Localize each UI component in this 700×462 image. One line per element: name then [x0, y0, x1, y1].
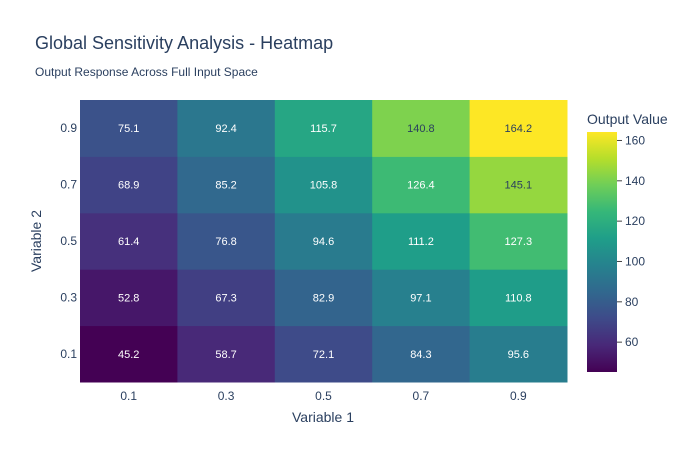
heatmap-cell — [80, 212, 178, 270]
colorbar-title: Output Value — [587, 111, 668, 127]
cell-value-label: 110.8 — [505, 292, 532, 304]
heatmap-cell — [372, 156, 471, 214]
heatmap-cell — [80, 269, 178, 327]
heatmap-cell — [274, 156, 373, 214]
y-axis-ticks: 0.1 0.3 0.5 0.7 0.9 — [60, 121, 77, 361]
colorbar-tick-label: 120 — [625, 214, 645, 228]
colorbar-tick-label: 160 — [625, 133, 645, 147]
x-tick-label: 0.1 — [120, 389, 137, 403]
heatmap-cell — [372, 212, 471, 270]
heatmap-cell — [177, 269, 276, 327]
x-axis-ticks: 0.1 0.3 0.5 0.7 0.9 — [120, 389, 527, 403]
heatmap-cell — [372, 269, 471, 327]
x-tick-label: 0.7 — [413, 389, 430, 403]
cell-value-label: 75.1 — [118, 123, 139, 135]
cell-value-label: 72.1 — [313, 349, 334, 361]
cell-value-label: 164.2 — [505, 123, 533, 135]
cell-value-label: 127.3 — [505, 236, 533, 248]
x-tick-label: 0.9 — [510, 389, 527, 403]
heatmap-cell — [177, 212, 276, 270]
y-tick-label: 0.3 — [60, 290, 77, 304]
y-tick-label: 0.9 — [60, 121, 77, 135]
heatmap-cell — [80, 156, 178, 214]
cell-value-label: 85.2 — [215, 180, 236, 192]
x-axis-label: Variable 1 — [292, 409, 354, 425]
heatmap-cell — [469, 325, 568, 383]
cell-value-label: 97.1 — [410, 292, 431, 304]
cell-value-label: 58.7 — [215, 349, 236, 361]
heatmap-cell — [177, 100, 276, 157]
cell-value-label: 82.9 — [313, 292, 334, 304]
cell-value-label: 84.3 — [410, 349, 431, 361]
y-tick-label: 0.1 — [60, 347, 77, 361]
heatmap-cell — [274, 100, 373, 157]
cell-value-label: 145.1 — [505, 180, 533, 192]
heatmap-cell — [274, 325, 373, 383]
heatmap-cell — [274, 212, 373, 270]
colorbar-ticks: 60 80 100 120 140 160 — [617, 133, 645, 349]
heatmap-cell — [469, 156, 568, 214]
cell-value-label: 76.8 — [215, 236, 236, 248]
heatmap-cell — [469, 269, 568, 327]
cell-value-label: 94.6 — [313, 236, 334, 248]
cell-value-label: 105.8 — [310, 180, 338, 192]
heatmap-cell — [80, 100, 178, 157]
y-tick-label: 0.7 — [60, 178, 77, 192]
cell-value-label: 126.4 — [407, 180, 435, 192]
colorbar-tick-label: 60 — [625, 335, 639, 349]
chart-title: Global Sensitivity Analysis - Heatmap — [35, 33, 334, 53]
y-axis-label: Variable 2 — [28, 210, 44, 272]
heatmap-cell — [274, 269, 373, 327]
x-tick-label: 0.5 — [315, 389, 332, 403]
heatmap-cell — [469, 100, 568, 157]
cell-value-label: 67.3 — [215, 292, 236, 304]
cell-value-label: 92.4 — [215, 123, 236, 135]
cell-value-label: 140.8 — [407, 123, 435, 135]
cell-value-label: 111.2 — [408, 236, 434, 248]
chart-subtitle: Output Response Across Full Input Space — [35, 65, 258, 79]
heatmap-cell — [372, 325, 471, 383]
colorbar-tick-label: 140 — [625, 174, 645, 188]
heatmap-cell — [80, 325, 178, 383]
colorbar-tick-label: 100 — [625, 254, 645, 268]
colorbar-tick-label: 80 — [625, 295, 639, 309]
cell-value-label: 61.4 — [118, 236, 139, 248]
heatmap-cell — [372, 100, 471, 157]
y-tick-label: 0.5 — [60, 234, 77, 248]
x-tick-label: 0.3 — [218, 389, 235, 403]
heatmap-cell — [177, 325, 276, 383]
cell-value-label: 52.8 — [118, 292, 139, 304]
heatmap-cell — [177, 156, 276, 214]
cell-value-label: 95.6 — [508, 349, 529, 361]
cell-value-label: 115.7 — [310, 123, 337, 135]
heatmap-cells: 45.2 58.7 72.1 84.3 95.6 52.8 67.3 82.9 97.1 110.… — [80, 100, 568, 383]
heatmap-cell — [469, 212, 568, 270]
cell-value-label: 68.9 — [118, 180, 139, 192]
colorbar — [587, 132, 617, 372]
cell-value-label: 45.2 — [118, 349, 139, 361]
